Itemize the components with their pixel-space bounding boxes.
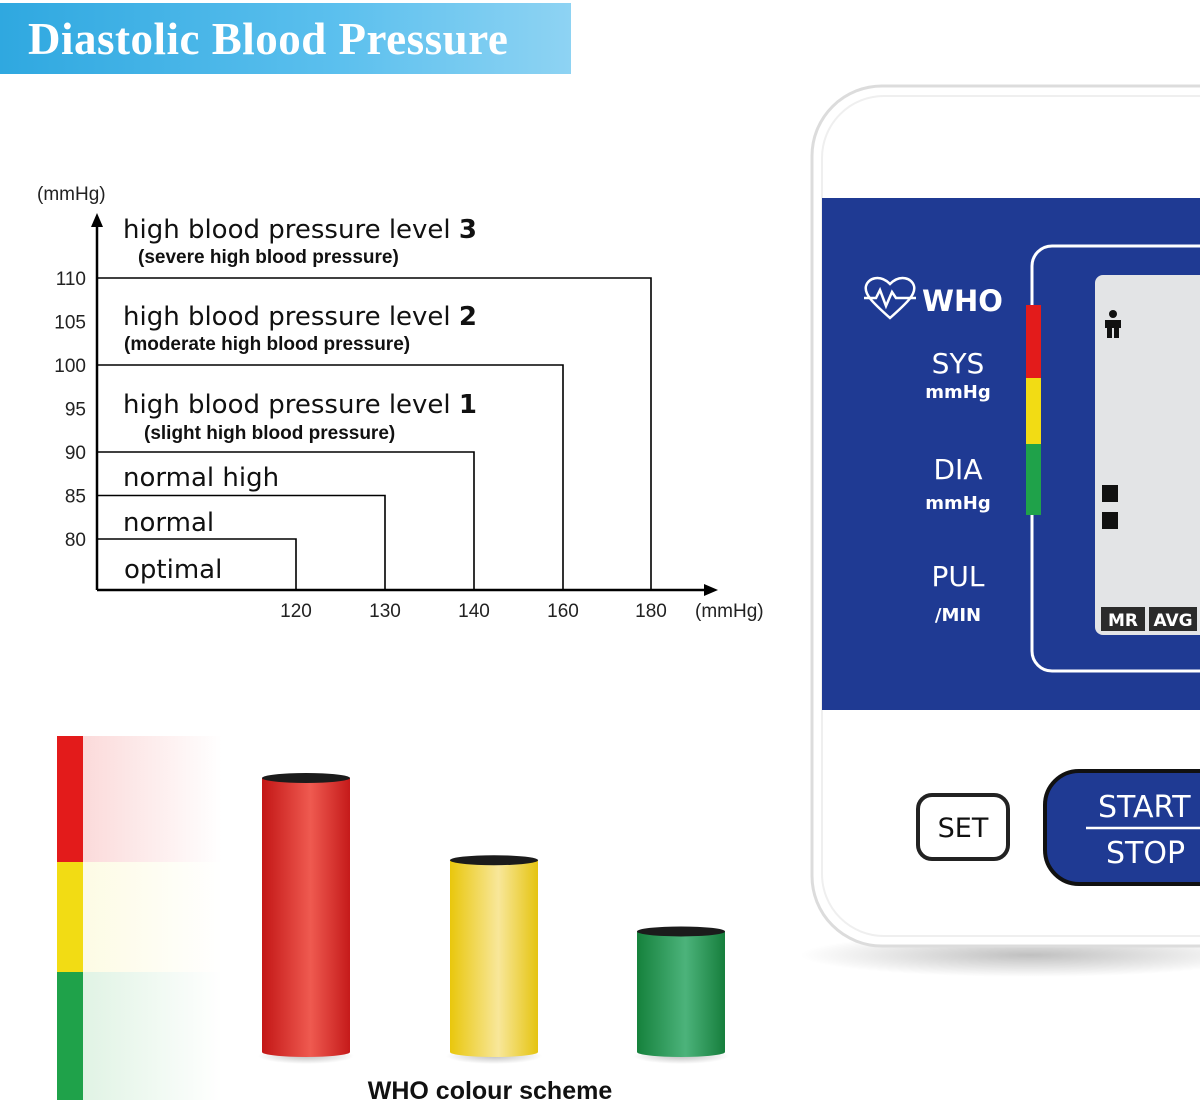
stop-button-label: STOP <box>1106 836 1185 871</box>
dia-unit: mmHg <box>925 493 990 514</box>
indicator-yellow <box>1026 378 1041 444</box>
zone-sublabel: (slight high blood pressure) <box>144 423 395 444</box>
y-tick-label: 80 <box>65 530 86 551</box>
colour-scheme-caption: WHO colour scheme <box>368 1077 613 1105</box>
sys-unit: mmHg <box>925 382 990 403</box>
y-tick-label: 110 <box>56 269 86 290</box>
dia-label: DIA <box>934 453 983 486</box>
green-fade-band <box>82 972 222 1100</box>
zone-sublabel: (severe high blood pressure) <box>138 247 399 268</box>
y-tick-label: 95 <box>65 400 86 421</box>
zone-sublabel: (moderate high blood pressure) <box>124 334 410 355</box>
set-button[interactable]: SET <box>916 793 1010 861</box>
zone-label: normal high <box>123 463 279 493</box>
pul-unit: /MIN <box>935 605 981 626</box>
zone-boundary <box>97 494 386 590</box>
screen-tag-mr: MR <box>1108 611 1138 631</box>
zone-label: normal <box>123 508 214 538</box>
zone-boundary <box>97 277 652 590</box>
lcd-segment <box>1102 485 1118 502</box>
yellow-fade-band <box>82 862 222 972</box>
pul-label: PUL <box>932 560 985 593</box>
zone-boundary <box>97 538 297 590</box>
start-stop-button[interactable]: START STOP <box>1043 769 1200 886</box>
x-tick-label: 180 <box>635 601 667 622</box>
zone-label: high blood pressure level 3 <box>123 215 477 245</box>
red-color-strip <box>57 736 83 862</box>
heart-pulse-icon <box>864 276 916 320</box>
indicator-red <box>1026 305 1041 378</box>
x-axis-arrow <box>704 584 718 596</box>
user-icon <box>1105 310 1121 338</box>
y-axis-unit-label: (mmHg) <box>37 184 106 205</box>
lcd-screen <box>1095 275 1200 635</box>
screen-tag-mr-box <box>1101 607 1145 631</box>
y-tick-label: 100 <box>54 356 86 377</box>
x-tick-label: 140 <box>458 601 490 622</box>
green-color-strip <box>57 972 83 1100</box>
sys-label: SYS <box>932 347 985 380</box>
zone-boundary <box>97 364 564 590</box>
set-button-label: SET <box>938 813 989 844</box>
x-axis-unit-label: (mmHg) <box>695 601 764 622</box>
green-cylinder-bar <box>633 926 729 1064</box>
zone-label: high blood pressure level 1 <box>123 390 477 420</box>
who-colour-scheme: WHO colour scheme <box>57 736 729 1105</box>
title-banner: Diastolic Blood Pressure <box>0 3 571 74</box>
yellow-color-strip <box>57 862 83 972</box>
bp-chart: (mmHg) (mmHg) optimal normal normal high hi… <box>37 184 764 622</box>
screen-tag-avg: AVG <box>1153 611 1192 631</box>
yellow-cylinder-bar <box>446 855 542 1064</box>
x-tick-label: 130 <box>369 601 401 622</box>
screen-tag-avg-box <box>1149 607 1197 631</box>
indicator-green <box>1026 444 1041 515</box>
y-axis-arrow <box>91 213 103 227</box>
red-fade-band <box>82 736 222 862</box>
zone-boundary <box>97 451 475 590</box>
y-tick-label: 105 <box>54 313 86 334</box>
start-button-label: START <box>1098 790 1191 825</box>
x-tick-label: 120 <box>280 601 312 622</box>
y-tick-label: 85 <box>65 487 86 508</box>
device-brand: WHO <box>922 284 1003 318</box>
red-cylinder-bar <box>258 773 354 1064</box>
page-title: Diastolic Blood Pressure <box>28 13 509 64</box>
x-tick-label: 160 <box>547 601 579 622</box>
zone-label: optimal <box>124 555 222 585</box>
y-tick-label: 90 <box>65 443 86 464</box>
blood-pressure-monitor: MR AVG WHO SYS mmHg DIA mmHg PUL /MIN SE… <box>800 84 1200 977</box>
lcd-segment <box>1102 512 1118 529</box>
zone-label: high blood pressure level 2 <box>123 302 477 332</box>
